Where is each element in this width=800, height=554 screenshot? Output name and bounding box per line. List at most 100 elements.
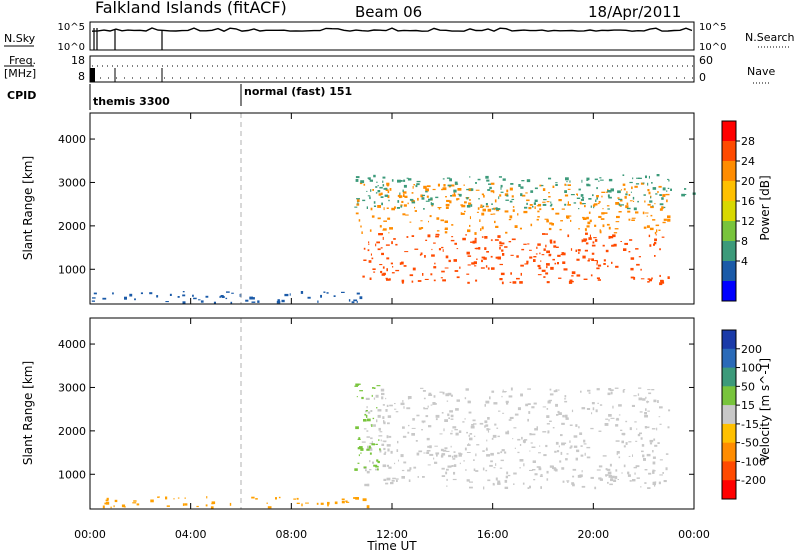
scatter-cell [494, 423, 497, 426]
scatter-cell [537, 243, 541, 246]
scatter-cell [663, 480, 667, 483]
scatter-cell [581, 470, 583, 473]
scatter-cell [500, 186, 502, 190]
power-y-axis: 1000 2000 3000 4000 [58, 133, 694, 276]
scatter-cell [366, 415, 368, 418]
scatter-cell [561, 467, 565, 470]
scatter-cell [602, 455, 607, 457]
scatter-cell [368, 243, 370, 245]
scatter-cell [474, 237, 477, 240]
scatter-cell [539, 475, 543, 477]
scatter-cell [628, 194, 631, 196]
scatter-cell [638, 387, 642, 389]
scatter-cell [641, 444, 645, 447]
colorbar-segment [722, 281, 736, 302]
scatter-cell [395, 269, 400, 272]
scatter-cell [652, 471, 655, 474]
scatter-cell [483, 486, 485, 490]
scatter-cell [569, 279, 573, 281]
scatter-cell [517, 213, 519, 216]
scatter-cell [469, 216, 471, 220]
scatter-cell [617, 197, 620, 199]
scatter-cell [576, 258, 580, 261]
scatter-cell [393, 238, 396, 240]
scatter-cell [348, 299, 351, 302]
scatter-cell [169, 293, 172, 296]
scatter-cell [640, 268, 642, 271]
scatter-cell [581, 239, 583, 243]
scatter-cell [654, 203, 656, 205]
scatter-cell [491, 437, 494, 440]
x-tick-label: 08:00 [275, 528, 307, 541]
scatter-cell [663, 218, 667, 221]
scatter-cell [508, 241, 512, 243]
scatter-cell [565, 458, 568, 461]
scatter-cell [482, 205, 485, 207]
scatter-cell [366, 470, 370, 474]
scatter-cell [623, 248, 627, 251]
scatter-cell [468, 411, 472, 414]
scatter-cell [407, 431, 410, 434]
freq-unit: [MHz] [4, 67, 36, 80]
scatter-cell [399, 180, 403, 182]
scatter-cell [546, 478, 549, 481]
scatter-cell [536, 426, 538, 429]
scatter-cell [458, 430, 462, 433]
scatter-cell [494, 239, 499, 241]
scatter-cell [534, 187, 538, 190]
scatter-cell [389, 188, 392, 191]
scatter-cell [635, 183, 640, 185]
scatter-cell [649, 244, 652, 247]
scatter-cell [251, 496, 255, 499]
scatter-cell [106, 497, 109, 501]
scatter-cell [435, 196, 439, 199]
scatter-cell [493, 483, 495, 486]
scatter-cell [596, 262, 598, 266]
scatter-cell [93, 292, 97, 295]
scatter-cell [633, 200, 635, 202]
scatter-cell [353, 299, 358, 302]
scatter-cell [550, 242, 553, 244]
scatter-cell [630, 276, 635, 279]
scatter-cell [633, 277, 636, 280]
colorbar-segment [722, 461, 736, 481]
scatter-cell [637, 200, 639, 203]
scatter-cell [655, 224, 660, 227]
scatter-cell [417, 197, 419, 201]
x-tick-label: 12:00 [376, 528, 408, 541]
scatter-cell [491, 208, 494, 210]
freq-block [90, 68, 95, 82]
scatter-cell [404, 251, 409, 253]
scatter-cell [618, 414, 621, 416]
scatter-cell [402, 189, 404, 192]
scatter-cell [659, 208, 663, 211]
scatter-cell [426, 195, 429, 198]
scatter-cell [540, 260, 542, 262]
scatter-cell [472, 240, 475, 244]
scatter-cell [440, 448, 444, 452]
scatter-cell [638, 397, 643, 401]
colorbar-tick-label: 16 [741, 195, 755, 208]
scatter-cell [444, 227, 448, 230]
scatter-cell [625, 442, 628, 445]
scatter-cell [521, 180, 525, 182]
scatter-cell [650, 214, 653, 217]
scatter-cell [402, 191, 407, 194]
scatter-cell [648, 278, 652, 282]
scatter-cell [394, 462, 396, 465]
scatter-cell [647, 189, 650, 192]
scatter-cell [529, 256, 533, 259]
scatter-cell [376, 459, 379, 462]
scatter-cell [426, 185, 431, 188]
scatter-cell [426, 437, 430, 441]
scatter-cell [583, 443, 587, 445]
colorbar-tick-label: 24 [741, 155, 755, 168]
scatter-cell [609, 236, 614, 239]
scatter-cell [569, 446, 572, 449]
scatter-cell [372, 387, 375, 389]
scatter-cell [360, 225, 362, 228]
scatter-cell [524, 206, 528, 209]
scatter-cell [615, 202, 620, 205]
scatter-cell [402, 400, 404, 403]
scatter-cell [429, 453, 434, 456]
